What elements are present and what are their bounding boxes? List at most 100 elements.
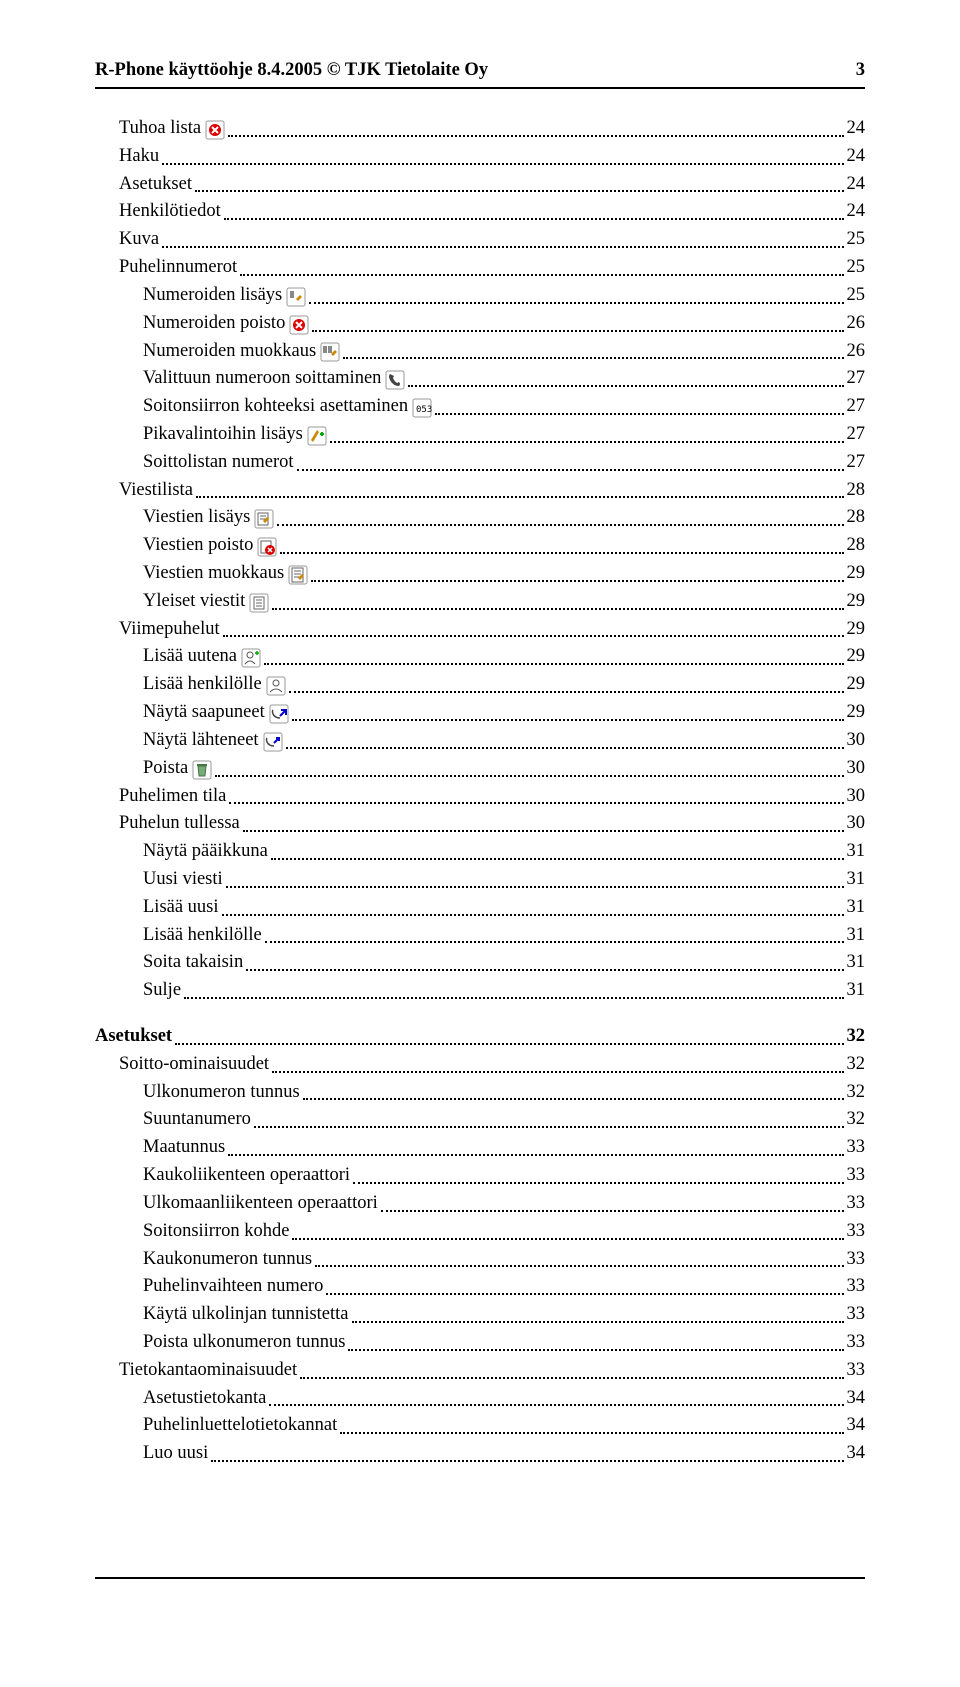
toc-page-number: 33 [847, 1329, 866, 1356]
note-plain-icon [249, 593, 269, 613]
toc-gap [95, 1005, 865, 1023]
toc-label: Asetukset [95, 1023, 172, 1050]
toc-label: Numeroiden poisto [143, 310, 309, 337]
page-header: R-Phone käyttöohje 8.4.2005 © TJK Tietol… [95, 60, 865, 89]
toc-page-number: 33 [847, 1246, 866, 1273]
toc-label-text: Numeroiden muokkaus [143, 338, 316, 365]
toc-label: Näytä pääikkuna [143, 838, 268, 865]
toc-page-number: 25 [847, 282, 866, 309]
toc-page-number: 31 [847, 838, 866, 865]
toc-label-text: Lisää uusi [143, 894, 219, 921]
toc-page-number: 30 [847, 755, 866, 782]
toc-leader-dots [254, 1126, 844, 1128]
toc-label-text: Soita takaisin [143, 949, 243, 976]
toc-label-text: Numeroiden poisto [143, 310, 285, 337]
toc-page-number: 33 [847, 1357, 866, 1384]
toc-leader-dots [311, 580, 843, 582]
toc-leader-dots [243, 830, 844, 832]
toc-leader-dots [240, 274, 843, 276]
toc-label: Näytä lähteneet [143, 727, 283, 754]
toc-leader-dots [196, 496, 844, 498]
toc-row: Lisää henkilölle 31 [143, 922, 865, 949]
toc-label: Pikavalintoihin lisäys [143, 421, 327, 448]
toc-row: Pikavalintoihin lisäys27 [143, 421, 865, 448]
toc-leader-dots [271, 858, 844, 860]
toc-label: Viimepuhelut [119, 616, 220, 643]
toc-row: Puhelinnumerot25 [119, 254, 865, 281]
toc-row: Henkilötiedot24 [119, 198, 865, 225]
toc-page-number: 25 [847, 226, 866, 253]
toc-page-number: 27 [847, 393, 866, 420]
toc-leader-dots [312, 330, 843, 332]
toc-row: Valittuun numeroon soittaminen27 [143, 365, 865, 392]
toc-label: Soita takaisin [143, 949, 243, 976]
toc-label: Asetustietokanta [143, 1385, 266, 1412]
toc-leader-dots [223, 635, 844, 637]
toc-row: Numeroiden muokkaus26 [143, 338, 865, 365]
toc-label-text: Tietokantaominaisuudet [119, 1357, 297, 1384]
toc-row: Viestien lisäys28 [143, 504, 865, 531]
toc-leader-dots [184, 997, 843, 999]
toc-label-text: Puhelinluettelotietokannat [143, 1412, 337, 1439]
toc-row: Soittolistan numerot27 [143, 449, 865, 476]
toc-leader-dots [246, 969, 843, 971]
toc-page-number: 34 [847, 1412, 866, 1439]
toc-label-text: Lisää henkilölle [143, 922, 262, 949]
toc-row: Soitto-ominaisuudet32 [119, 1051, 865, 1078]
toc-page-number: 31 [847, 922, 866, 949]
toc-row: Asetustietokanta34 [143, 1385, 865, 1412]
toc-label-text: Numeroiden lisäys [143, 282, 282, 309]
toc-page-number: 32 [847, 1023, 866, 1050]
toc-label: Soitonsiirron kohteeksi asettaminen [143, 393, 432, 420]
toc-row: Asetukset24 [119, 171, 865, 198]
toc-label-text: Maatunnus [143, 1134, 225, 1161]
toc-row: Sulje31 [143, 977, 865, 1004]
note-del-icon [257, 537, 277, 557]
toc-page-number: 33 [847, 1273, 866, 1300]
toc-leader-dots [229, 802, 843, 804]
toc-label-text: Asetukset [95, 1023, 172, 1050]
toc-page-number: 34 [847, 1440, 866, 1467]
header-page-number: 3 [856, 60, 865, 81]
toc-label: Luo uusi [143, 1440, 208, 1467]
toc-label: Soittolistan numerot [143, 449, 294, 476]
toc-leader-dots [408, 385, 843, 387]
toc-page-number: 24 [847, 171, 866, 198]
toc-label: Kaukonumeron tunnus [143, 1246, 312, 1273]
toc-leader-dots [309, 302, 843, 304]
toc-page-number: 24 [847, 143, 866, 170]
toc-label-text: Soitonsiirron kohde [143, 1218, 289, 1245]
toc-row: Lisää uusi31 [143, 894, 865, 921]
toc-leader-dots [272, 1071, 843, 1073]
toc-label-text: Valittuun numeroon soittaminen [143, 365, 381, 392]
toc-label-text: Viestilista [119, 477, 193, 504]
toc-row: Viestien poisto28 [143, 532, 865, 559]
toc-row: Puhelinvaihteen numero33 [143, 1273, 865, 1300]
toc-page-number: 31 [847, 977, 866, 1004]
note-add-icon [254, 509, 274, 529]
toc-page-number: 25 [847, 254, 866, 281]
out-arrow-icon [263, 732, 283, 752]
person-add-icon [241, 648, 261, 668]
toc-leader-dots [353, 1182, 843, 1184]
toc-leader-dots [226, 886, 844, 888]
toc-label: Lisää uusi [143, 894, 219, 921]
toc-label: Tuhoa lista [119, 115, 225, 142]
toc-label: Puhelimen tila [119, 783, 226, 810]
toc-label-text: Uusi viesti [143, 866, 223, 893]
toc-row: Näytä lähteneet 30 [143, 727, 865, 754]
delete-x-icon [289, 315, 309, 335]
toc-label: Kaukoliikenteen operaattori [143, 1162, 350, 1189]
toc-label: Valittuun numeroon soittaminen [143, 365, 405, 392]
toc-page-number: 30 [847, 727, 866, 754]
toc-label-text: Soitto-ominaisuudet [119, 1051, 269, 1078]
toc-label: Kuva [119, 226, 159, 253]
toc-leader-dots [303, 1098, 844, 1100]
table-of-contents: Tuhoa lista24Haku24Asetukset24Henkilötie… [95, 115, 865, 1467]
toc-page-number: 30 [847, 783, 866, 810]
toc-row: Yleiset viestit29 [143, 588, 865, 615]
toc-label-text: Suuntanumero [143, 1106, 251, 1133]
toc-leader-dots [292, 719, 844, 721]
edit-pencil-icon [320, 342, 340, 362]
toc-leader-dots [222, 914, 844, 916]
